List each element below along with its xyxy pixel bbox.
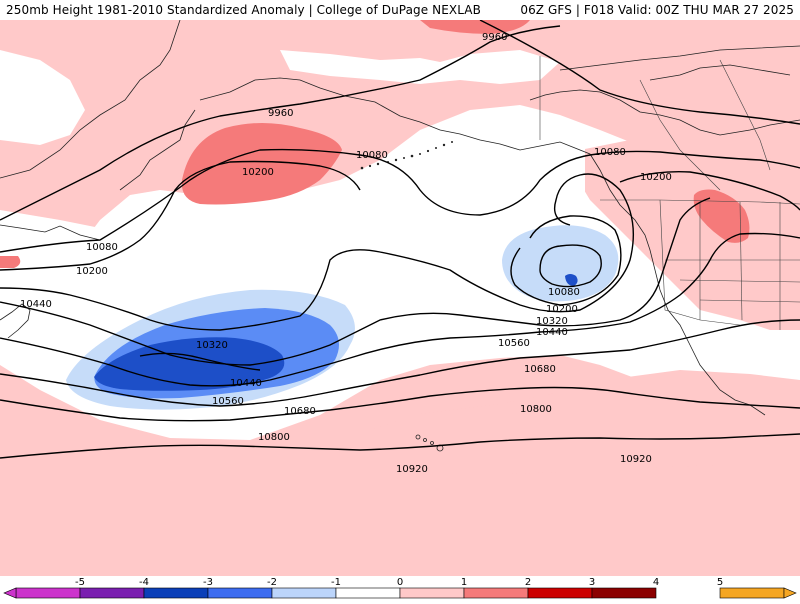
contour-label: 10920 — [620, 454, 652, 465]
colorbar-swatch — [207, 587, 273, 599]
contour-label: 10680 — [524, 364, 556, 375]
colorbar-swatch — [463, 587, 529, 599]
colorbar-tick-label: 4 — [653, 577, 659, 588]
colorbar-swatch — [335, 587, 401, 599]
colorbar-tick-label: -1 — [331, 577, 341, 588]
contour-label: 10200 — [242, 167, 274, 178]
colorbar-tick-label: 5 — [717, 577, 723, 588]
colorbar-swatch — [15, 587, 81, 599]
anomaly-map: 9960 9960 10080 10080 10080 10080 10200 … — [0, 19, 800, 576]
colorbar-swatch — [79, 587, 145, 599]
contour-label: 10320 — [536, 316, 568, 327]
contour-label: 10080 — [356, 150, 388, 161]
contour-label: 10440 — [230, 378, 262, 389]
header: 250mb Height 1981-2010 Standardized Anom… — [0, 0, 800, 20]
colorbar-ticks: -5 -4 -3 -2 -1 0 1 2 3 4 5 — [75, 577, 723, 588]
contour-label: 10200 — [76, 266, 108, 277]
contour-label: 10080 — [86, 242, 118, 253]
colorbar-swatch — [399, 587, 465, 599]
colorbar-tick-label: -5 — [75, 577, 85, 588]
colorbar-swatch — [527, 587, 593, 599]
map-title: 250mb Height 1981-2010 Standardized Anom… — [6, 3, 481, 17]
political-borders — [539, 56, 800, 330]
height-contours — [0, 19, 800, 459]
contour-label: 10680 — [284, 406, 316, 417]
colorbar-tick-label: -3 — [203, 577, 213, 588]
colorbar-swatches — [3, 587, 797, 599]
colorbar-tick-label: -2 — [267, 577, 277, 588]
strong-positive-fill — [0, 20, 750, 268]
contour-label: 10440 — [536, 327, 568, 338]
contour-label: 10920 — [396, 464, 428, 475]
contour-label: 9960 — [268, 108, 293, 119]
contour-label: 10560 — [498, 338, 530, 349]
contour-label: 10440 — [20, 299, 52, 310]
contour-label: 10200 — [546, 304, 578, 315]
contour-label: 10080 — [548, 287, 580, 298]
contour-label: 10560 — [212, 396, 244, 407]
colorbar-max-arrow — [783, 587, 797, 599]
contour-label: 10080 — [594, 147, 626, 158]
contour-label: 10320 — [196, 340, 228, 351]
contour-label: 9960 — [482, 32, 507, 43]
contour-label: 10800 — [520, 404, 552, 415]
colorbar-tick-label: 3 — [589, 577, 595, 588]
model-run-info: 06Z GFS | F018 Valid: 00Z THU MAR 27 202… — [520, 3, 794, 17]
colorbar-tick-label: 2 — [525, 577, 531, 588]
colorbar-tick-label: -4 — [139, 577, 149, 588]
contour-label: 10200 — [640, 172, 672, 183]
negative-anomaly-fill — [66, 225, 619, 410]
colorbar-swatch — [591, 587, 657, 599]
colorbar-swatch — [143, 587, 209, 599]
coastlines — [0, 19, 800, 416]
anomaly-colorbar: -5 -4 -3 -2 -1 0 1 2 3 4 5 — [0, 576, 800, 600]
colorbar-tick-label: 1 — [461, 577, 467, 588]
central-pacific-positive — [370, 370, 800, 475]
colorbar-swatch — [719, 587, 785, 599]
contour-labels: 9960 9960 10080 10080 10080 10080 10200 … — [20, 32, 672, 475]
colorbar-min-arrow — [3, 587, 17, 599]
contour-label: 10800 — [258, 432, 290, 443]
colorbar-tick-label: 0 — [397, 577, 403, 588]
aleutian-islands — [360, 141, 453, 170]
colorbar-swatch — [271, 587, 337, 599]
